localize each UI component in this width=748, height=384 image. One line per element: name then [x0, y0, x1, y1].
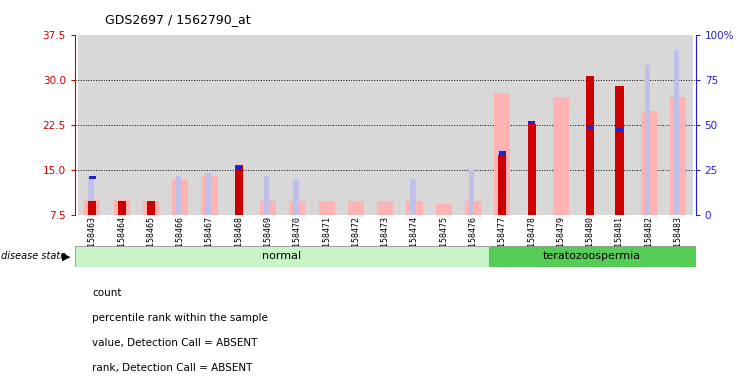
Text: ▶: ▶ — [61, 251, 70, 262]
Bar — [85, 200, 100, 215]
Bar — [406, 201, 423, 215]
Bar — [370, 35, 400, 215]
Bar — [195, 35, 224, 215]
Text: count: count — [92, 288, 121, 298]
Bar — [312, 35, 341, 215]
Bar — [254, 35, 283, 215]
Bar — [136, 35, 165, 215]
Bar — [143, 201, 159, 215]
Bar — [176, 176, 182, 215]
Bar — [107, 35, 136, 215]
Bar — [224, 35, 254, 215]
Bar — [117, 201, 126, 215]
Bar — [206, 173, 211, 215]
Bar — [348, 201, 364, 215]
Bar — [498, 149, 503, 215]
Bar — [465, 201, 481, 215]
Bar — [429, 35, 459, 215]
Bar — [587, 126, 593, 129]
Text: normal: normal — [263, 251, 301, 262]
Bar — [341, 35, 370, 215]
Bar — [293, 179, 298, 215]
Bar — [494, 93, 510, 215]
Bar — [641, 111, 657, 215]
Bar — [377, 201, 393, 215]
Bar — [663, 35, 693, 215]
Bar — [88, 201, 96, 215]
Bar — [89, 175, 96, 179]
Bar — [517, 35, 546, 215]
Bar — [499, 151, 506, 155]
Bar — [498, 155, 506, 215]
Bar — [469, 170, 474, 215]
Bar — [586, 76, 595, 215]
Bar — [527, 126, 533, 215]
Bar — [264, 176, 269, 215]
Bar — [260, 201, 276, 215]
Bar — [147, 201, 155, 215]
Bar — [114, 200, 129, 215]
Bar — [411, 179, 416, 215]
Bar — [527, 124, 536, 215]
Bar — [289, 201, 305, 215]
Text: teratozoospermia: teratozoospermia — [543, 251, 641, 262]
Bar — [436, 204, 452, 215]
Bar — [674, 50, 679, 215]
Bar — [488, 35, 517, 215]
Bar — [236, 167, 242, 170]
Text: percentile rank within the sample: percentile rank within the sample — [92, 313, 268, 323]
Bar — [400, 35, 429, 215]
Bar — [201, 176, 218, 215]
Bar — [575, 35, 605, 215]
Bar — [319, 201, 334, 215]
Bar — [528, 121, 535, 124]
Bar — [616, 128, 623, 131]
Bar — [605, 35, 634, 215]
Bar — [172, 179, 188, 215]
Bar — [546, 35, 575, 215]
Bar — [88, 177, 94, 215]
Text: value, Detection Call = ABSENT: value, Detection Call = ABSENT — [92, 338, 257, 348]
Bar — [553, 96, 569, 215]
Text: disease state: disease state — [1, 251, 67, 262]
Bar — [634, 35, 663, 215]
Bar — [645, 65, 650, 215]
Text: rank, Detection Call = ABSENT: rank, Detection Call = ABSENT — [92, 362, 252, 373]
Bar — [235, 164, 243, 215]
Bar — [165, 35, 195, 215]
Text: GDS2697 / 1562790_at: GDS2697 / 1562790_at — [105, 13, 251, 26]
Bar — [283, 35, 312, 215]
Bar — [616, 86, 624, 215]
Bar — [670, 96, 686, 215]
Bar — [459, 35, 488, 215]
Bar — [78, 35, 107, 215]
